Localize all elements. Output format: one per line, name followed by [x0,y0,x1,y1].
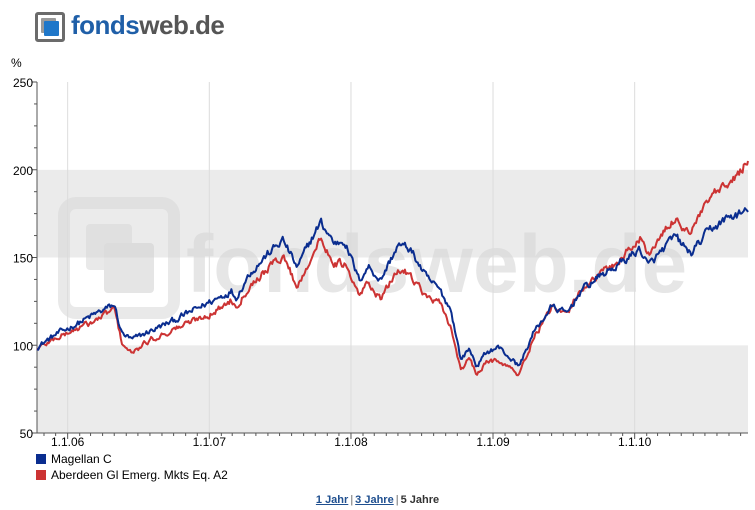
period-3-years-link[interactable]: 3 Jahre [355,494,394,506]
chart-band [37,345,748,433]
x-tick-label: 1.1.10 [618,435,652,449]
y-tick-label: 250 [13,76,33,90]
legend-swatch-magellan [36,454,46,464]
chart-band [37,82,748,170]
period-1-year-link[interactable]: 1 Jahr [315,494,349,506]
chart-band [37,169,748,258]
logo-text-part2: web.de [139,10,225,40]
series-line-aberdeen [36,160,749,377]
chart-axes [32,81,748,439]
legend-label-aberdeen: Aberdeen Gl Emerg. Mkts Eq. A2 [51,468,228,482]
period-separator: | [395,494,399,506]
x-tick-label: 1.1.08 [334,435,368,449]
y-tick-label: 150 [13,252,33,266]
period-selector: 1 Jahr | 3 Jahre | 5 Jahre [0,494,755,506]
x-tick-label: 1.1.09 [476,435,510,449]
logo-icon [35,12,65,42]
x-tick-label: 1.1.07 [193,435,227,449]
y-axis-label: % [11,56,22,70]
series-lines [36,160,749,377]
legend-item-aberdeen: Aberdeen Gl Emerg. Mkts Eq. A2 [36,468,228,482]
y-tick-labels: 50 100 150 200 250 [13,76,33,441]
y-tick-label: 50 [20,427,34,441]
chart-vertical-gridlines [67,82,636,433]
series-line-magellan [36,207,749,368]
y-tick-label: 100 [13,339,33,353]
legend-item-magellan: Magellan C [36,452,112,466]
logo-text: fondsweb.de [71,10,225,41]
logo-text-part1: fonds [71,10,140,40]
logo-square-front [44,21,59,36]
x-tick-label: 1.1.06 [51,435,85,449]
x-tick-labels: 1.1.06 1.1.07 1.1.08 1.1.09 1.1.10 [51,435,652,449]
period-separator: | [350,494,354,506]
period-5-years-current: 5 Jahre [400,494,440,506]
legend-swatch-aberdeen [36,470,46,480]
y-tick-label: 200 [13,164,33,178]
watermark-logo-icon [58,197,180,319]
legend-label-magellan: Magellan C [51,452,112,466]
